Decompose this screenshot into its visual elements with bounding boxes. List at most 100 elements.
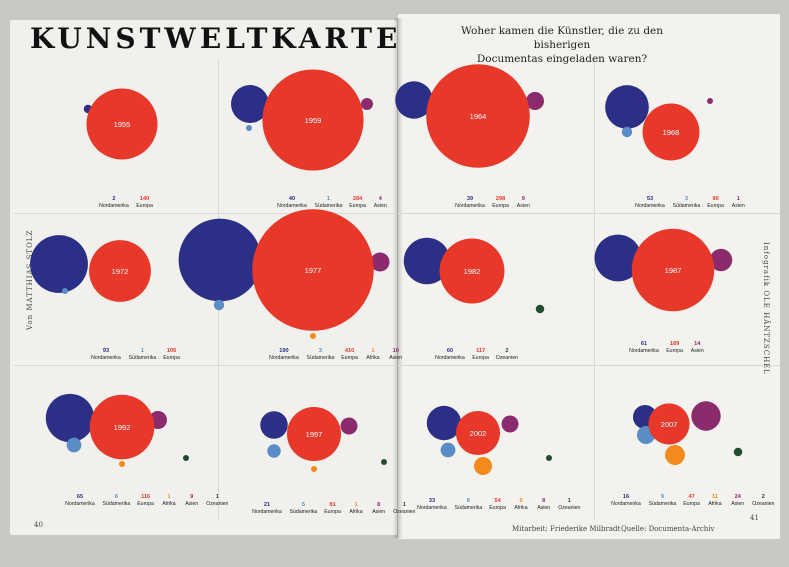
region-label-1968-asien: Asien: [732, 203, 745, 209]
region-label-2002-afrika: Afrika: [514, 505, 527, 511]
edition-1997: 199721Nordamerika5Südamerika81Europa1Afr…: [252, 407, 416, 515]
bubble-2007-asien: [691, 401, 721, 431]
bubble-1997-nordamerika: [260, 411, 288, 439]
year-label-2007: 2007: [661, 420, 678, 429]
region-label-1992-europa: Europa: [137, 501, 154, 507]
region-label-2002-suedamerika: Südamerika: [455, 505, 483, 511]
bubble-1987-asien: [709, 248, 733, 272]
bubble-1987-nordamerika: [594, 234, 642, 282]
bubble-1987-europa: [631, 228, 715, 312]
region-label-1959-europa: Europa: [349, 203, 366, 209]
region-label-1955-nordamerika: Nordamerika: [99, 203, 129, 209]
value-label-1992-afrika: 1: [167, 494, 170, 500]
region-label-1997-europa: Europa: [324, 509, 341, 515]
bubble-1959-suedamerika: [246, 125, 252, 131]
value-label-1959-europa: 284: [353, 196, 363, 202]
subtitle-line-2: Documentas eingeladen waren?: [476, 53, 648, 65]
bubble-1992-europa: [89, 394, 155, 460]
year-label-1997: 1997: [306, 430, 323, 439]
footer-source: Quelle: Documenta-Archiv: [621, 525, 715, 533]
value-label-2002-suedamerika: 6: [467, 498, 470, 504]
region-label-1977-suedamerika: Südamerika: [307, 355, 335, 361]
value-label-1972-europa: 106: [167, 348, 176, 354]
bubble-1982-europa: [439, 238, 505, 304]
region-label-1959-suedamerika: Südamerika: [315, 203, 343, 209]
value-label-2007-ozeanien: 2: [762, 494, 765, 500]
bubble-1964-nordamerika: [395, 81, 433, 119]
value-label-1964-nordamerika: 39: [467, 196, 473, 202]
bubble-1968-suedamerika: [621, 126, 633, 138]
bubble-1968-europa: [642, 103, 700, 161]
value-label-1997-suedamerika: 5: [302, 502, 305, 508]
region-label-1997-asien: Asien: [372, 509, 385, 515]
bubble-1977-suedamerika: [213, 299, 225, 311]
region-label-2007-nordamerika: Nordamerika: [611, 501, 641, 507]
year-label-1992: 1992: [114, 423, 131, 432]
grid-line: [14, 365, 780, 366]
footer-credit: Mitarbeit: Friederike Milbradt: [512, 525, 621, 533]
value-label-1959-nordamerika: 40: [289, 196, 295, 202]
region-label-1992-asien: Asien: [185, 501, 198, 507]
value-label-1997-europa: 81: [329, 502, 335, 508]
value-label-1972-suedamerika: 1: [141, 348, 144, 354]
subtitle-line-1: Woher kamen die Künstler, die zu den bis…: [460, 25, 664, 51]
value-label-1992-suedamerika: 6: [115, 494, 118, 500]
bubble-1972-suedamerika: [62, 288, 68, 294]
region-label-1992-afrika: Afrika: [162, 501, 175, 507]
edition-1992: 199265Nordamerika6Südamerika116Europa1Af…: [45, 393, 229, 507]
value-label-1964-europa: 298: [496, 196, 505, 202]
value-label-1955-europa: 140: [140, 196, 149, 202]
value-label-2002-afrika: 9: [519, 498, 522, 504]
year-label-1972: 1972: [112, 267, 129, 276]
value-label-1959-asien: 4: [379, 196, 383, 202]
value-label-2007-afrika: 11: [712, 494, 718, 500]
value-label-1992-europa: 116: [141, 494, 150, 500]
value-label-1972-nordamerika: 93: [103, 348, 109, 354]
year-label-1968: 1968: [663, 128, 680, 137]
bubble-1968-nordamerika: [605, 85, 649, 129]
region-label-2007-ozeanien: Ozeanien: [752, 501, 774, 507]
value-label-1977-afrika: 1: [371, 348, 374, 354]
value-label-2002-asien: 8: [542, 498, 545, 504]
bubble-1964-asien: [526, 92, 544, 110]
region-label-1987-europa: Europa: [666, 348, 683, 354]
value-label-1987-nordamerika: 61: [641, 341, 647, 347]
region-label-1977-asien: Asien: [389, 355, 402, 361]
region-label-2007-afrika: Afrika: [708, 501, 721, 507]
year-label-1982: 1982: [464, 267, 481, 276]
value-label-1987-europa: 189: [670, 341, 679, 347]
value-label-1992-asien: 9: [190, 494, 193, 500]
value-label-1997-asien: 8: [377, 502, 380, 508]
region-label-1982-nordamerika: Nordamerika: [435, 355, 465, 361]
bubble-2007-afrika: [665, 445, 685, 465]
value-label-1992-nordamerika: 65: [77, 494, 83, 500]
page-gutter: [393, 18, 403, 538]
bubble-1959-europa: [262, 69, 364, 171]
bubble-1997-asien: [340, 417, 358, 435]
value-label-1997-afrika: 1: [354, 502, 357, 508]
region-label-1997-ozeanien: Ozeanien: [393, 509, 415, 515]
region-label-1964-nordamerika: Nordamerika: [455, 203, 485, 209]
bubble-1964-europa: [426, 64, 530, 168]
region-label-2007-asien: Asien: [731, 501, 744, 507]
bubble-1972-nordamerika: [30, 235, 88, 293]
page-number-right: 41: [750, 514, 759, 522]
bubble-1997-ozeanien: [381, 459, 387, 465]
region-label-1977-afrika: Afrika: [366, 355, 379, 361]
region-label-1987-asien: Asien: [691, 348, 704, 354]
bubble-1997-suedamerika: [267, 444, 281, 458]
year-label-1987: 1987: [665, 266, 682, 275]
value-label-1955-nordamerika: 2: [112, 196, 115, 202]
bubble-1997-afrika: [311, 466, 317, 472]
region-label-1968-europa: Europa: [707, 203, 724, 209]
bubble-2002-suedamerika: [440, 442, 456, 458]
value-label-2002-nordamerika: 33: [429, 498, 435, 504]
value-label-1997-ozeanien: 1: [403, 502, 406, 508]
bubble-2002-ozeanien: [546, 455, 552, 461]
